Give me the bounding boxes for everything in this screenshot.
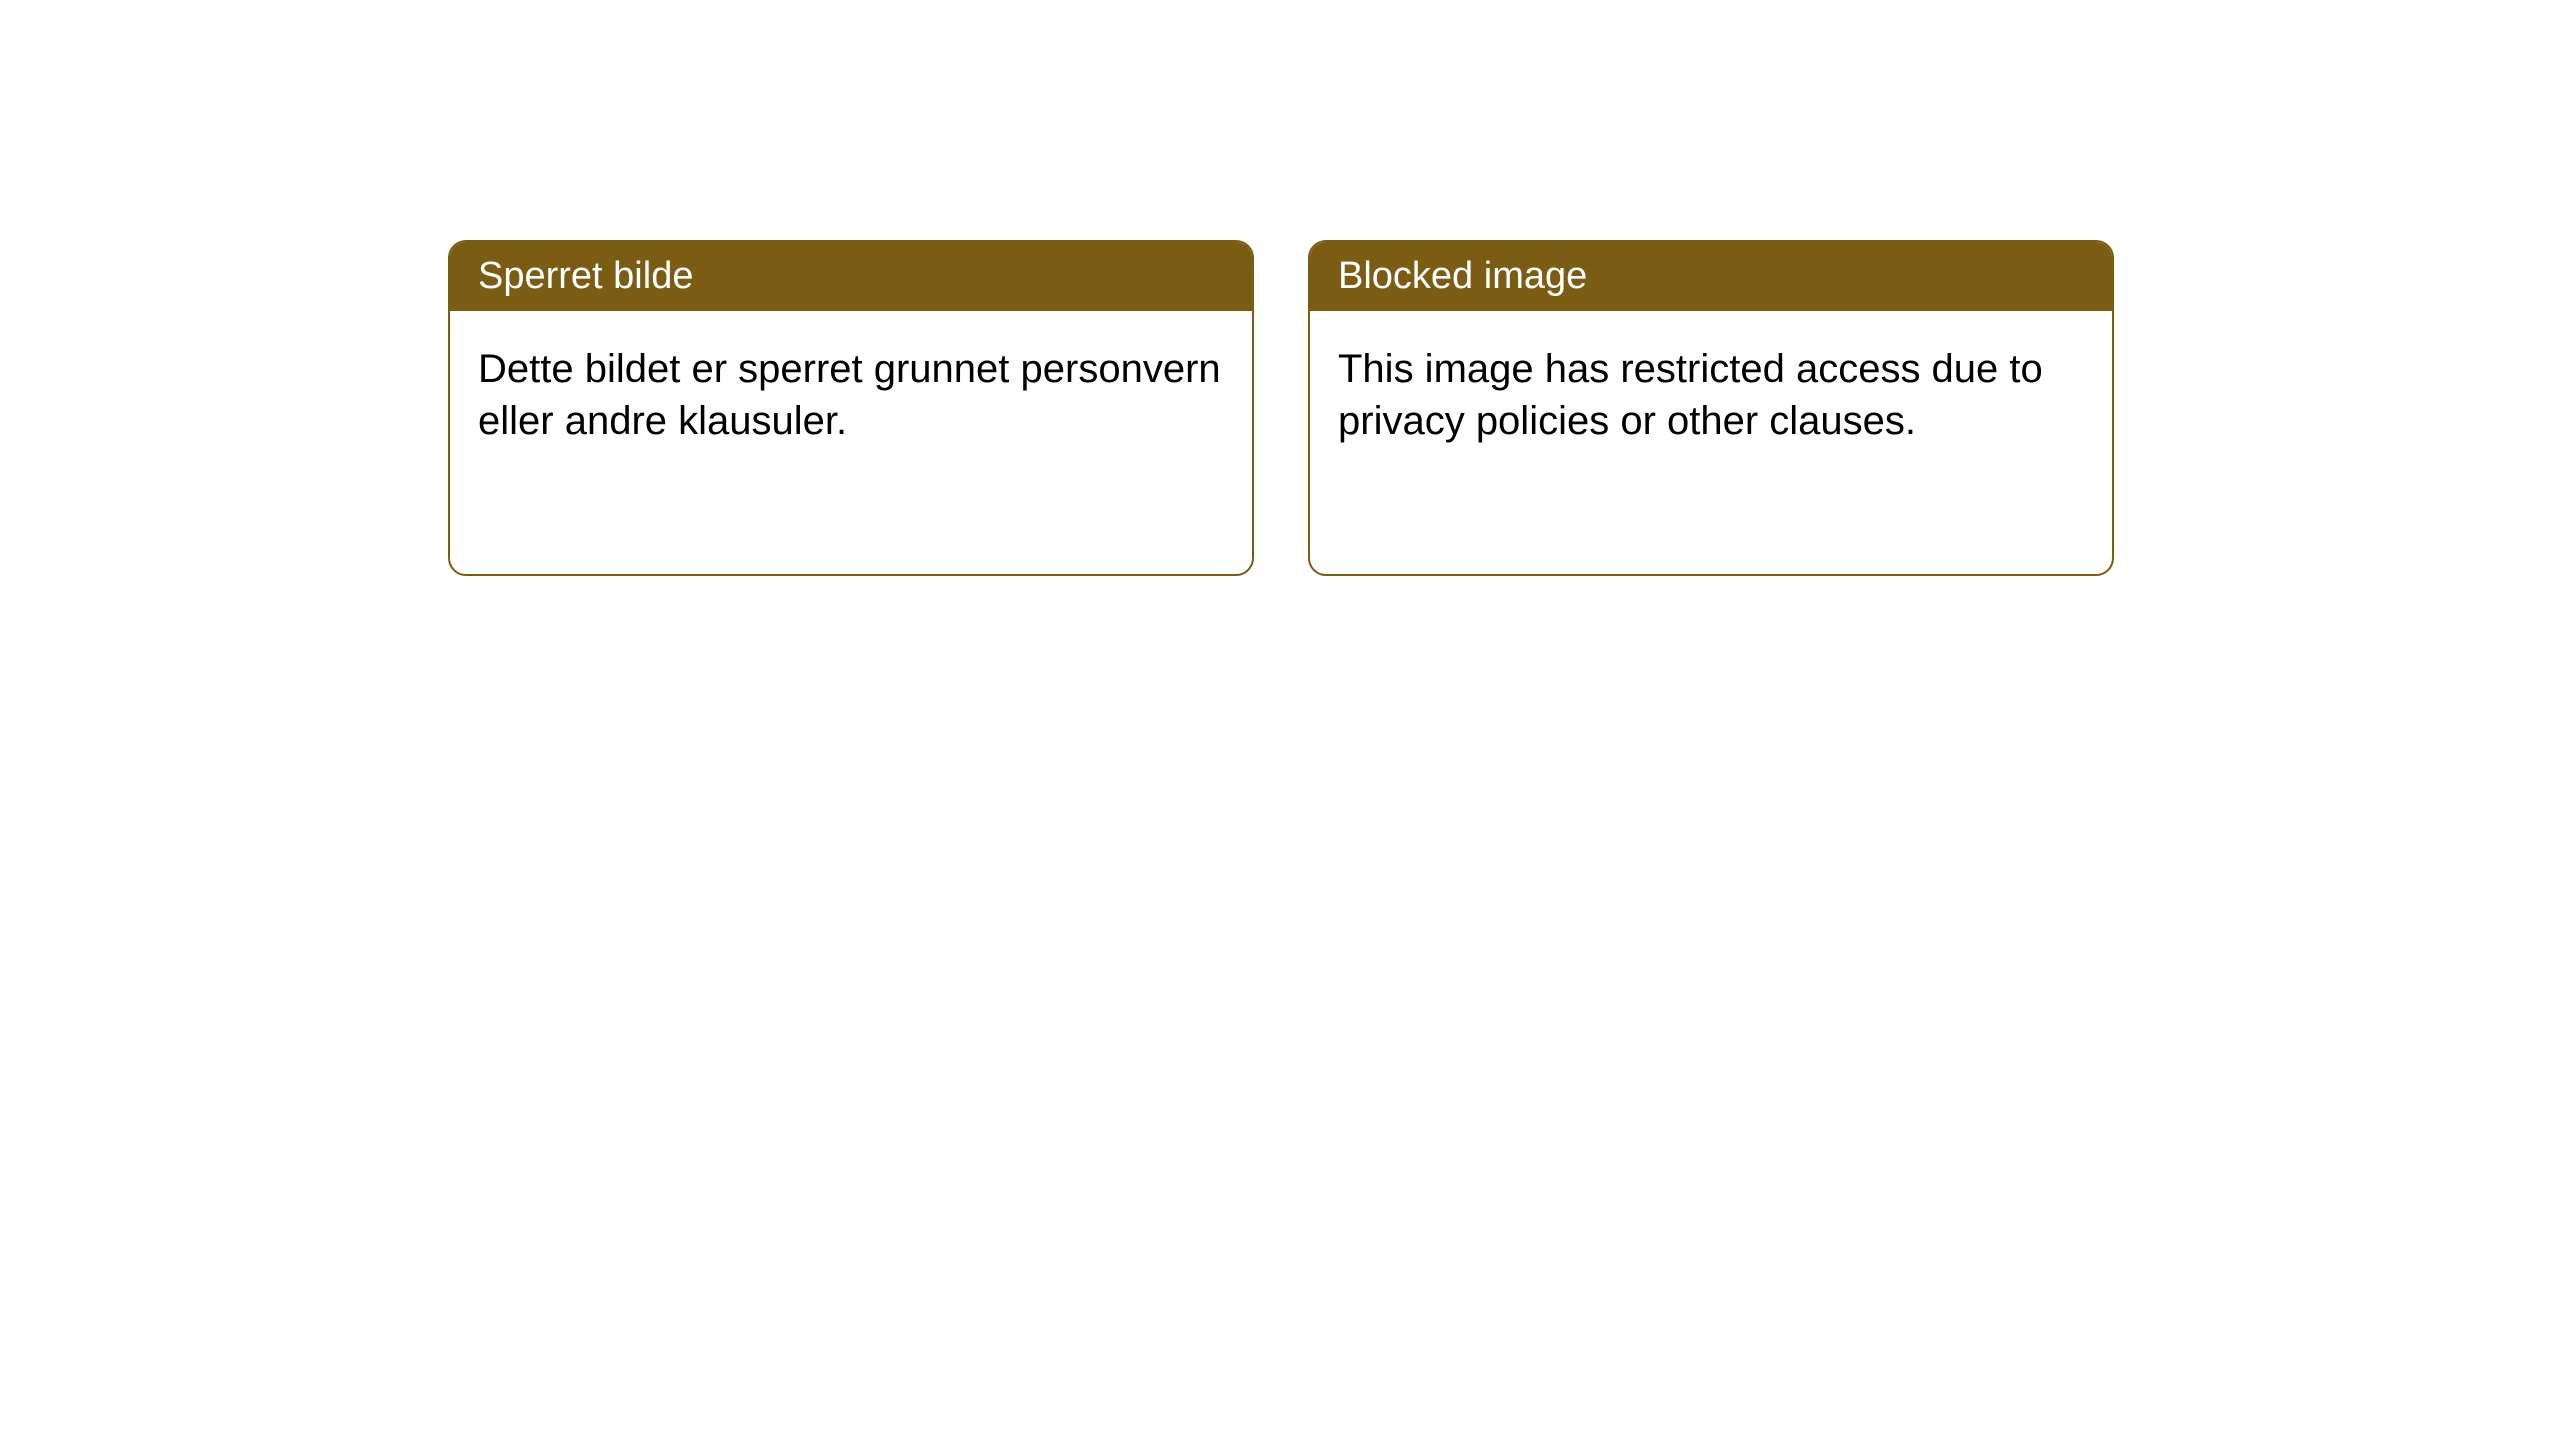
notice-body-no: Dette bildet er sperret grunnet personve… <box>450 311 1252 467</box>
notice-body-en: This image has restricted access due to … <box>1310 311 2112 467</box>
notice-card-no: Sperret bilde Dette bildet er sperret gr… <box>448 240 1254 576</box>
notice-container: Sperret bilde Dette bildet er sperret gr… <box>0 0 2560 576</box>
notice-card-en: Blocked image This image has restricted … <box>1308 240 2114 576</box>
notice-title-no: Sperret bilde <box>450 242 1252 311</box>
notice-title-en: Blocked image <box>1310 242 2112 311</box>
